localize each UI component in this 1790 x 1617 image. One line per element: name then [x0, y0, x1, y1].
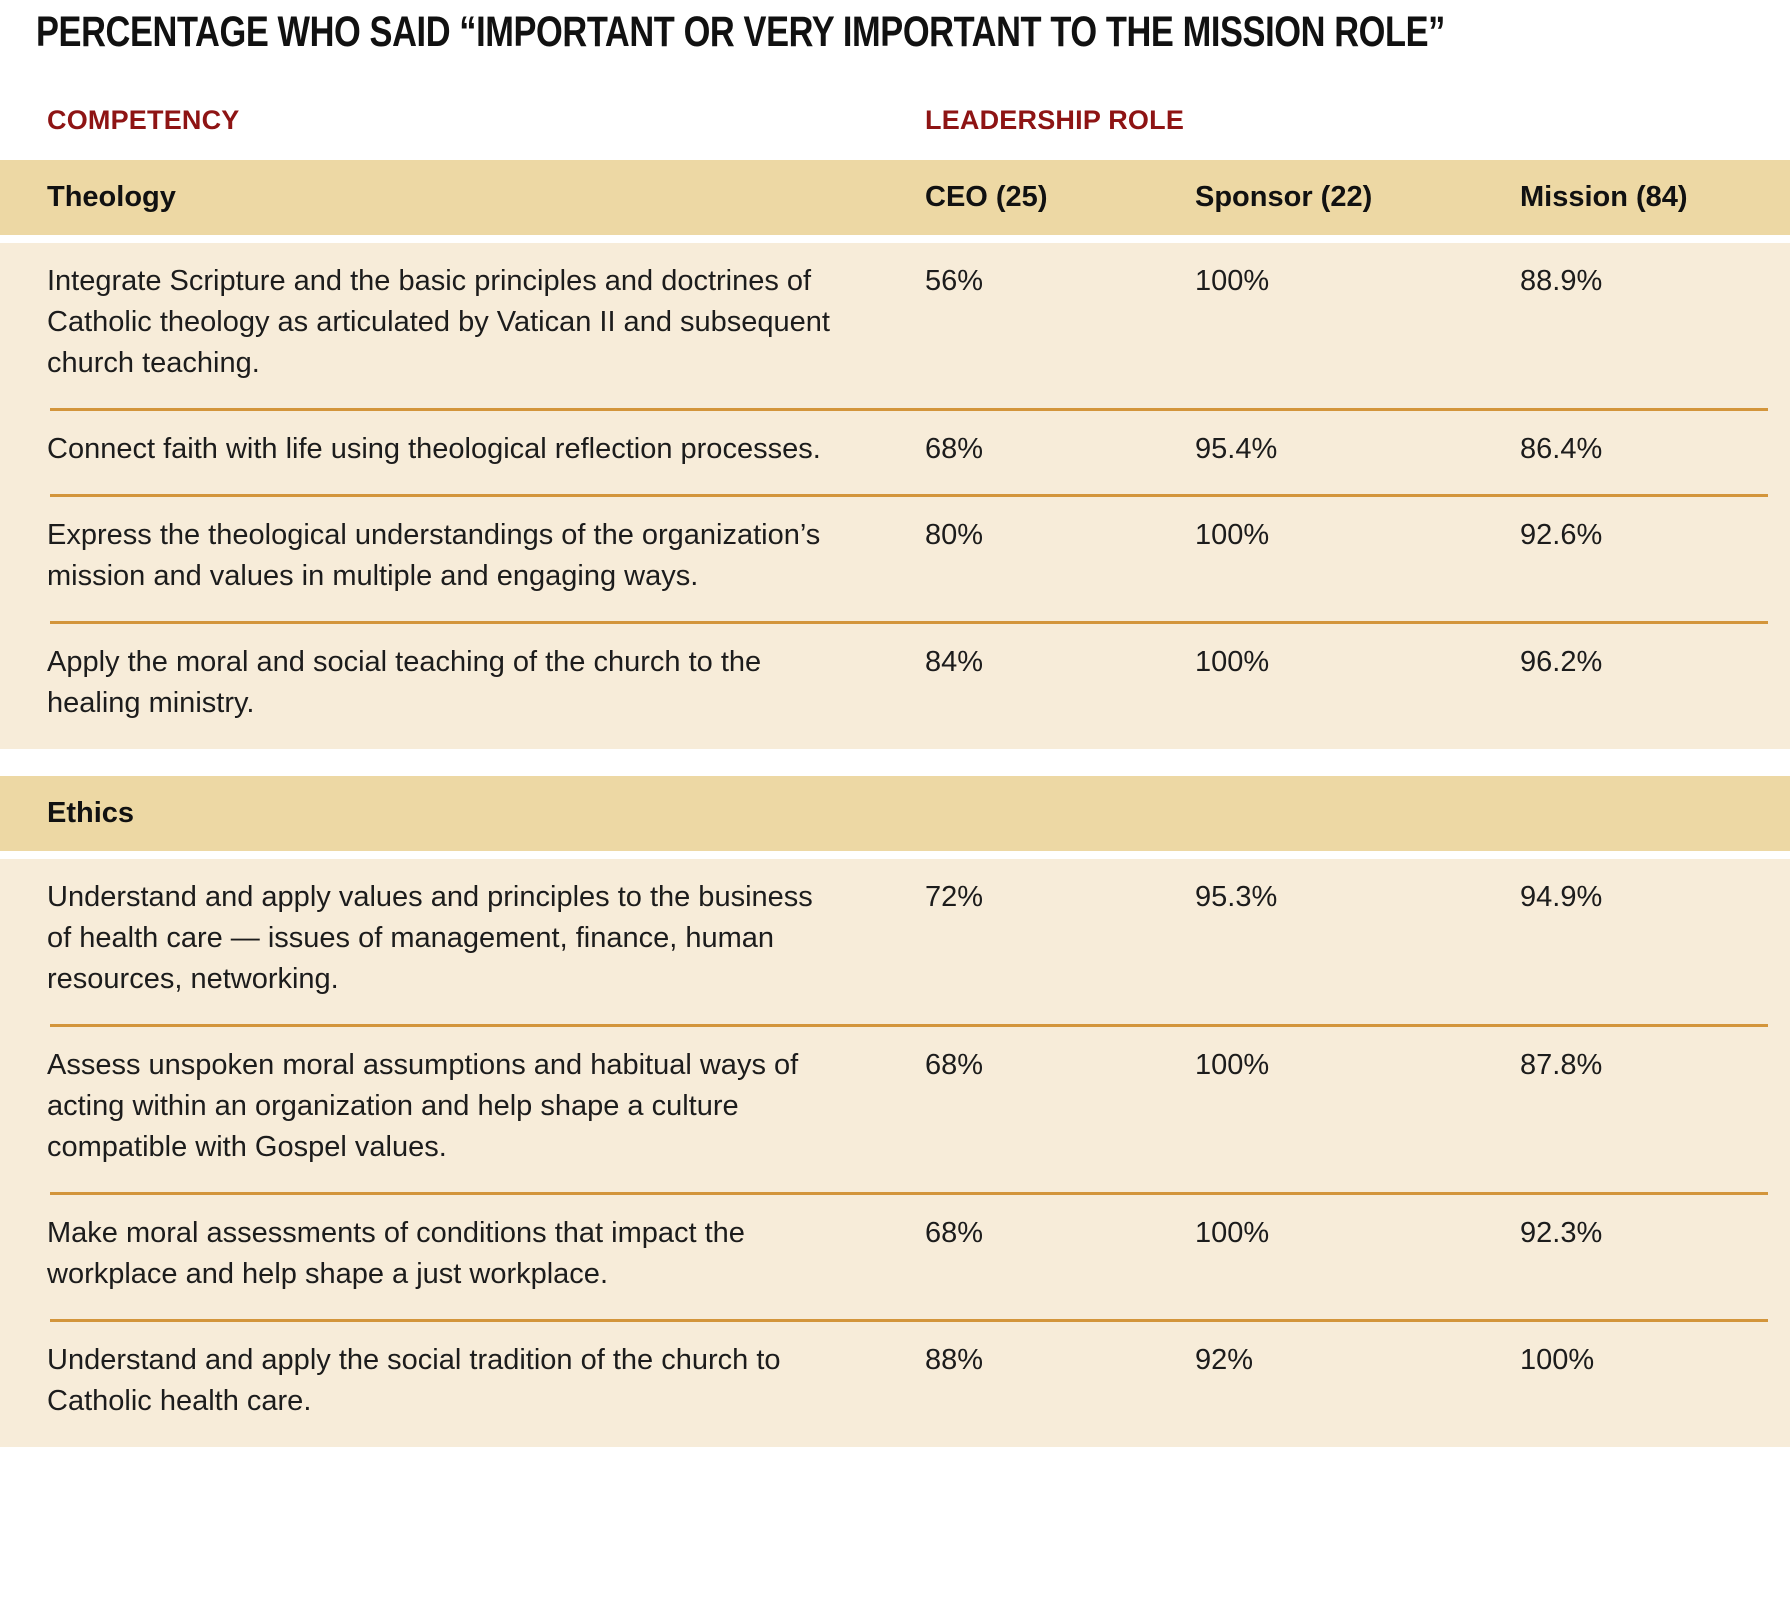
section-ethics: Ethics Understand and apply values and p… — [0, 776, 1790, 1448]
value-mission: 87.8% — [1520, 1049, 1603, 1082]
table-row: Understand and apply values and principl… — [0, 859, 1790, 1024]
value-ceo: 84% — [925, 646, 984, 679]
section-name: Ethics — [47, 797, 135, 830]
table-row: Assess unspoken moral assumptions and ha… — [0, 1027, 1790, 1192]
competency-group-header: COMPETENCY — [47, 105, 240, 136]
value-mission: 92.6% — [1520, 519, 1603, 552]
value-mission: 100% — [1520, 1344, 1595, 1377]
column-header-sponsor: Sponsor (22) — [1195, 181, 1373, 214]
value-ceo: 68% — [925, 1049, 984, 1082]
value-ceo: 56% — [925, 265, 984, 298]
table-row: Apply the moral and social teaching of t… — [0, 624, 1790, 748]
value-sponsor: 100% — [1195, 646, 1270, 679]
row-divider — [50, 621, 1768, 625]
column-group-header-row: COMPETENCY LEADERSHIP ROLE — [0, 105, 1790, 136]
value-ceo: 80% — [925, 519, 984, 552]
value-sponsor: 100% — [1195, 1217, 1270, 1250]
value-sponsor: 95.3% — [1195, 881, 1278, 914]
theology-rows: Integrate Scripture and the basic princi… — [0, 243, 1790, 750]
ethics-header-band: Ethics — [0, 776, 1790, 852]
leadership-role-group-header: LEADERSHIP ROLE — [925, 105, 1185, 136]
competency-text: Assess unspoken moral assumptions and ha… — [47, 1049, 799, 1164]
table-row: Integrate Scripture and the basic princi… — [0, 243, 1790, 408]
section-name: Theology — [47, 181, 176, 214]
table-row: Connect faith with life using theologica… — [0, 411, 1790, 494]
column-header-ceo: CEO (25) — [925, 181, 1048, 214]
value-ceo: 68% — [925, 1217, 984, 1250]
value-sponsor: 100% — [1195, 519, 1270, 552]
row-divider — [50, 1319, 1768, 1323]
value-ceo: 68% — [925, 433, 984, 466]
value-mission: 96.2% — [1520, 646, 1603, 679]
value-mission: 88.9% — [1520, 265, 1603, 298]
value-sponsor: 100% — [1195, 1049, 1270, 1082]
figure-title: PERCENTAGE WHO SAID “IMPORTANT OR VERY I… — [36, 8, 1445, 56]
value-sponsor: 92% — [1195, 1344, 1254, 1377]
competency-text: Express the theological understandings o… — [47, 519, 821, 593]
value-ceo: 88% — [925, 1344, 984, 1377]
competency-text: Understand and apply values and principl… — [47, 881, 813, 996]
competency-text: Make moral assessments of conditions tha… — [47, 1217, 745, 1291]
row-divider — [50, 1192, 1768, 1196]
value-sponsor: 100% — [1195, 265, 1270, 298]
row-divider — [50, 408, 1768, 412]
row-divider — [50, 1024, 1768, 1028]
value-sponsor: 95.4% — [1195, 433, 1278, 466]
theology-header-band: Theology CEO (25) Sponsor (22) Mission (… — [0, 160, 1790, 236]
value-mission: 86.4% — [1520, 433, 1603, 466]
competency-text: Apply the moral and social teaching of t… — [47, 646, 762, 720]
table-row: Make moral assessments of conditions tha… — [0, 1195, 1790, 1319]
table-row: Understand and apply the social traditio… — [0, 1322, 1790, 1446]
table-row: Express the theological understandings o… — [0, 497, 1790, 621]
competency-text: Understand and apply the social traditio… — [47, 1344, 781, 1418]
column-header-mission: Mission (84) — [1520, 181, 1688, 214]
value-mission: 94.9% — [1520, 881, 1603, 914]
competency-text: Connect faith with life using theologica… — [47, 433, 821, 466]
row-divider — [50, 494, 1768, 498]
ethics-rows: Understand and apply values and principl… — [0, 859, 1790, 1448]
section-theology: Theology CEO (25) Sponsor (22) Mission (… — [0, 160, 1790, 750]
competency-text: Integrate Scripture and the basic princi… — [47, 265, 830, 380]
value-ceo: 72% — [925, 881, 984, 914]
value-mission: 92.3% — [1520, 1217, 1603, 1250]
